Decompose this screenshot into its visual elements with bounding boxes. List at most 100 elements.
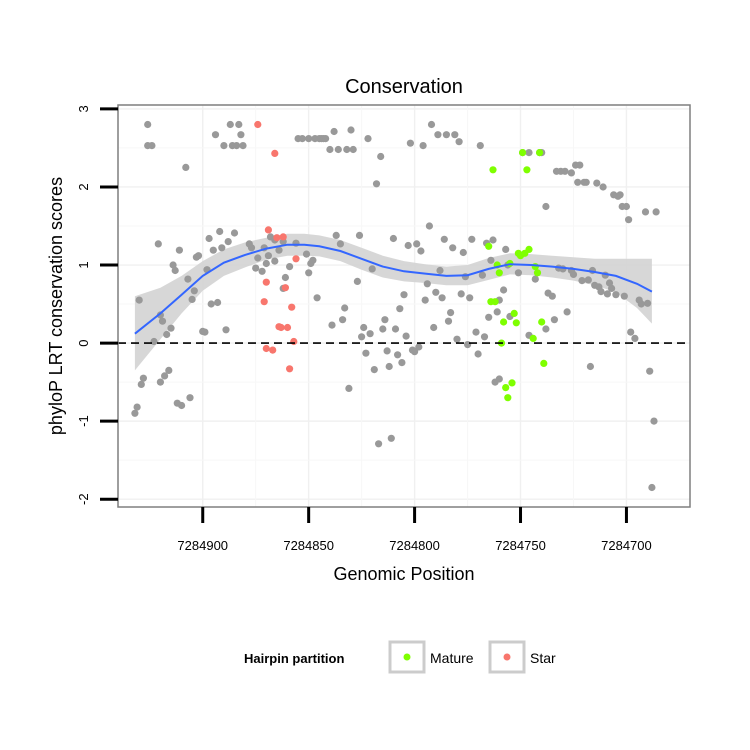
data-point-other (220, 142, 228, 150)
data-point-other (144, 120, 152, 129)
data-point-other (370, 366, 378, 374)
data-point-mature (533, 269, 542, 277)
data-point-mature (523, 166, 531, 174)
data-point-other (349, 145, 357, 154)
data-point-other (139, 374, 147, 382)
data-point-other (209, 246, 217, 254)
data-point-star (273, 234, 281, 242)
data-point-other (478, 271, 486, 279)
data-point-other (358, 333, 366, 341)
data-point-other (451, 131, 459, 139)
data-point-other (622, 202, 631, 211)
data-point-other (156, 378, 164, 386)
data-point-other (442, 131, 450, 139)
data-point-other (608, 284, 616, 292)
data-point-other (207, 300, 215, 308)
data-point-star (288, 303, 296, 311)
data-point-other (584, 276, 592, 284)
grid-minor (118, 105, 690, 507)
data-point-other (531, 275, 539, 283)
data-point-other (364, 135, 372, 143)
x-axis-title: Genomic Position (333, 564, 474, 584)
data-point-other (652, 208, 660, 216)
data-point-other (258, 267, 266, 275)
data-point-mature (525, 245, 533, 253)
data-point-other (625, 216, 633, 224)
data-point-other (457, 290, 465, 298)
data-point-other (646, 367, 654, 375)
y-tick-label: 2 (76, 183, 91, 190)
y-tick-label: -2 (76, 493, 91, 505)
data-point-other (404, 241, 412, 250)
legend-label-star: Star (530, 650, 556, 666)
data-point-other (389, 234, 397, 243)
x-tick-label: 7284900 (177, 538, 228, 553)
data-point-other (453, 335, 461, 343)
data-point-mature (485, 242, 493, 250)
data-point-other (440, 235, 448, 243)
data-point-other (487, 256, 495, 264)
data-point-other (218, 244, 226, 252)
data-point-other (305, 135, 313, 143)
data-point-star (264, 226, 272, 234)
data-point-star (260, 298, 268, 306)
data-point-other (394, 351, 402, 359)
data-point-other (593, 179, 601, 187)
data-point-other (345, 384, 353, 392)
data-point-star (281, 284, 289, 292)
data-point-other (381, 316, 389, 324)
data-point-other (230, 229, 239, 237)
data-point-other (169, 261, 177, 269)
data-point-other (620, 292, 628, 300)
data-point-star (262, 344, 270, 353)
data-point-mature (531, 263, 539, 271)
legend-dot-mature (403, 653, 411, 661)
data-point-other (542, 202, 550, 211)
data-point-mature (538, 318, 546, 326)
plot-panel (117, 104, 691, 508)
data-point-other (167, 324, 175, 332)
data-point-other (339, 316, 347, 324)
data-point-other (396, 305, 404, 313)
data-point-other (597, 288, 605, 296)
data-point-other (616, 191, 624, 199)
y-tick-label: 0 (76, 339, 91, 346)
data-point-other (444, 317, 453, 325)
confidence-band-area (134, 233, 652, 371)
data-point-mature (508, 379, 516, 387)
data-point-other (493, 308, 501, 316)
y-tick-label: 1 (76, 261, 91, 268)
data-point-other (360, 323, 368, 332)
data-point-other (466, 294, 474, 302)
data-point-other (605, 279, 614, 287)
data-point-mature (512, 319, 520, 327)
data-point-other (171, 266, 179, 275)
data-point-other (178, 401, 186, 410)
data-point-other (375, 440, 383, 448)
data-point-other (419, 142, 427, 150)
chart-title: Conservation (345, 76, 463, 98)
data-point-other (472, 328, 480, 336)
data-point-other (432, 288, 440, 296)
data-point-other (582, 178, 590, 186)
data-point-other (480, 333, 489, 341)
data-point-other (434, 131, 442, 139)
data-point-other (158, 317, 167, 325)
data-point-other (175, 246, 183, 254)
data-point-other (379, 325, 387, 333)
data-point-other (612, 291, 620, 299)
data-point-mature (504, 394, 512, 402)
data-point-other (436, 266, 444, 275)
legend-item-star: Star (488, 640, 556, 674)
data-point-mature (495, 269, 503, 277)
data-point-other (226, 120, 234, 129)
data-point-other (186, 394, 194, 402)
data-point-other (586, 362, 595, 371)
x-tick-label: 7284750 (495, 538, 546, 553)
data-point-other (264, 252, 272, 260)
data-point-other (648, 483, 656, 492)
data-point-other (194, 252, 203, 260)
data-point-star (262, 278, 270, 286)
data-point-other (322, 135, 330, 143)
